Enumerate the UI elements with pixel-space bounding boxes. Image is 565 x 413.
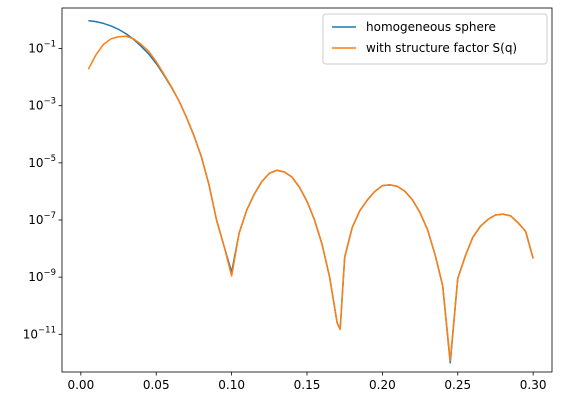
- series-line-2: [87, 35, 534, 362]
- x-tick-label: 0.20: [369, 378, 396, 392]
- y-tick-label: 10−1: [28, 40, 56, 56]
- x-tick-label: 0.05: [143, 378, 170, 392]
- y-tick-label: 10−3: [28, 97, 56, 113]
- y-tick-label: 10−5: [28, 154, 56, 170]
- x-tick-label: 0.00: [67, 378, 94, 392]
- y-axis: 10−11 10−9 10−7 10−5 10−3 10−1: [23, 40, 62, 341]
- legend-label-2: with structure factor S(q): [366, 41, 517, 55]
- y-tick-label: 10−7: [28, 211, 56, 227]
- x-tick-label: 0.25: [444, 378, 471, 392]
- legend: homogeneous sphere with structure factor …: [322, 13, 548, 65]
- legend-box: [322, 13, 548, 65]
- y-tick-label: 10−9: [28, 268, 56, 284]
- legend-label-1: homogeneous sphere: [366, 20, 496, 34]
- x-tick-label: 0.10: [218, 378, 245, 392]
- x-axis: 0.00 0.05 0.10 0.15 0.20 0.25 0.30: [67, 372, 547, 392]
- x-tick-label: 0.30: [520, 378, 547, 392]
- y-tick-label: 10−11: [23, 325, 56, 341]
- x-tick-label: 0.15: [294, 378, 321, 392]
- plot-area: [87, 19, 534, 364]
